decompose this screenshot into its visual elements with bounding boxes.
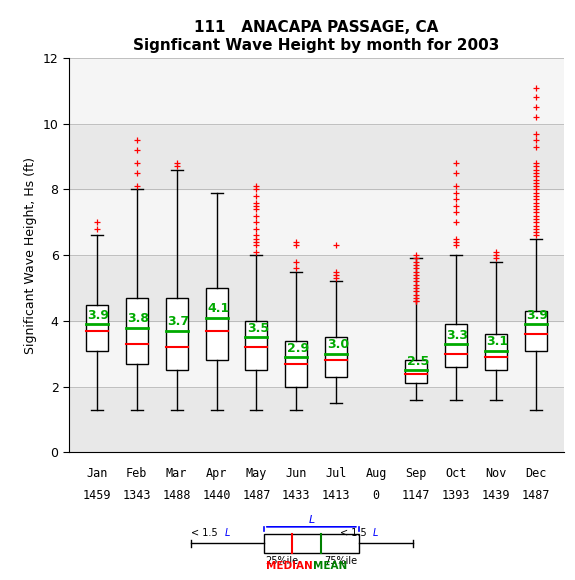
Bar	[206, 288, 228, 360]
Text: Apr: Apr	[206, 467, 227, 480]
Text: MEDIAN: MEDIAN	[266, 561, 313, 571]
Text: 25%ile: 25%ile	[266, 556, 298, 566]
Text: Dec: Dec	[525, 467, 546, 480]
Text: Mar: Mar	[166, 467, 187, 480]
Bar	[405, 360, 427, 383]
Bar	[69, 387, 564, 452]
Text: 1147: 1147	[402, 489, 430, 502]
Text: 3.7: 3.7	[167, 316, 189, 328]
Text: 1487: 1487	[522, 489, 550, 502]
Text: 1488: 1488	[162, 489, 191, 502]
Title: 111   ANACAPA PASSAGE, CA
Signficant Wave Height by month for 2003: 111 ANACAPA PASSAGE, CA Signficant Wave …	[133, 20, 500, 53]
Bar	[524, 311, 547, 350]
Text: 3.5: 3.5	[247, 322, 269, 335]
Bar	[69, 58, 564, 124]
Text: 3.8: 3.8	[128, 312, 150, 325]
Text: 2.9: 2.9	[287, 342, 309, 355]
Text: < 1.5: < 1.5	[191, 528, 221, 538]
Text: 3.0: 3.0	[327, 339, 349, 351]
Text: 3.9: 3.9	[87, 309, 110, 322]
Bar	[264, 534, 359, 553]
Text: 3.9: 3.9	[526, 309, 548, 322]
Text: 1343: 1343	[122, 489, 151, 502]
Bar	[69, 190, 564, 255]
Bar	[69, 255, 564, 321]
Y-axis label: Significant Wave Height, Hs (ft): Significant Wave Height, Hs (ft)	[24, 157, 37, 354]
Bar	[126, 298, 148, 364]
Text: 1433: 1433	[282, 489, 310, 502]
Text: 75%ile: 75%ile	[324, 556, 357, 566]
Text: 1439: 1439	[481, 489, 510, 502]
Bar	[246, 321, 267, 370]
Text: L: L	[373, 528, 378, 538]
Text: May: May	[246, 467, 267, 480]
Text: 4.1: 4.1	[207, 302, 229, 316]
Bar	[166, 298, 187, 370]
Bar	[86, 304, 108, 350]
Bar	[485, 334, 507, 370]
Bar	[445, 324, 467, 367]
Bar	[69, 124, 564, 190]
Text: Aug: Aug	[365, 467, 387, 480]
Bar	[69, 321, 564, 387]
Bar	[285, 340, 307, 387]
Bar	[325, 338, 347, 377]
Text: Jul: Jul	[325, 467, 347, 480]
Text: L: L	[224, 528, 230, 538]
Text: 0: 0	[373, 489, 380, 502]
Text: 2.5: 2.5	[407, 355, 429, 368]
Text: 1459: 1459	[83, 489, 111, 502]
Text: 1440: 1440	[202, 489, 231, 502]
Text: MEAN: MEAN	[313, 561, 347, 571]
Text: Feb: Feb	[126, 467, 147, 480]
Text: 3.3: 3.3	[446, 329, 469, 342]
Text: Jan: Jan	[86, 467, 108, 480]
Text: Jun: Jun	[286, 467, 307, 480]
Text: Sep: Sep	[405, 467, 427, 480]
Text: 1393: 1393	[442, 489, 470, 502]
Text: Oct: Oct	[445, 467, 466, 480]
Text: 1487: 1487	[242, 489, 271, 502]
Text: 1413: 1413	[322, 489, 350, 502]
Text: < 1.5: < 1.5	[340, 528, 370, 538]
Text: L: L	[308, 515, 315, 525]
Text: Nov: Nov	[485, 467, 507, 480]
Text: 3.1: 3.1	[486, 335, 508, 348]
